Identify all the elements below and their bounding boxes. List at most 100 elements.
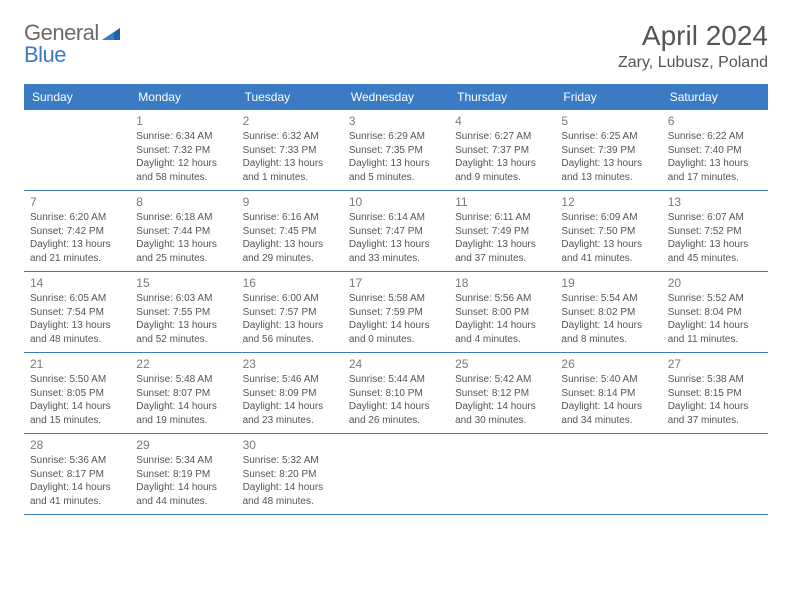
day-cell: 30 Sunrise: 5:32 AMSunset: 8:20 PMDayligh…: [237, 434, 343, 514]
day-number: 27: [668, 357, 762, 371]
sunrise-text: Sunrise: 5:44 AM: [349, 373, 443, 387]
day-header-wednesday: Wednesday: [343, 84, 449, 110]
sunset-text: Sunset: 7:40 PM: [668, 144, 762, 158]
day-header-saturday: Saturday: [662, 84, 768, 110]
day-number: 3: [349, 114, 443, 128]
day-info: Sunrise: 5:32 AMSunset: 8:20 PMDaylight:…: [243, 454, 337, 508]
title-block: April 2024 Zary, Lubusz, Poland: [618, 20, 768, 72]
day-cell: 23Sunrise: 5:46 AMSunset: 8:09 PMDayligh…: [237, 353, 343, 433]
daylight-text: Daylight: 13 hours and 52 minutes.: [136, 319, 230, 346]
sunset-text: Sunset: 8:15 PM: [668, 387, 762, 401]
day-header-tuesday: Tuesday: [237, 84, 343, 110]
sunrise-text: Sunrise: 5:36 AM: [30, 454, 124, 468]
day-info: Sunrise: 5:36 AMSunset: 8:17 PMDaylight:…: [30, 454, 124, 508]
day-info: Sunrise: 6:22 AMSunset: 7:40 PMDaylight:…: [668, 130, 762, 184]
sunrise-text: Sunrise: 6:07 AM: [668, 211, 762, 225]
daylight-text: Daylight: 14 hours and 48 minutes.: [243, 481, 337, 508]
daylight-text: Daylight: 14 hours and 30 minutes.: [455, 400, 549, 427]
day-number: 5: [561, 114, 655, 128]
day-cell: [24, 110, 130, 190]
sunset-text: Sunset: 7:45 PM: [243, 225, 337, 239]
sunset-text: Sunset: 7:54 PM: [30, 306, 124, 320]
day-cell: 9 Sunrise: 6:16 AMSunset: 7:45 PMDaylight…: [237, 191, 343, 271]
day-number: 1: [136, 114, 230, 128]
week-row: 1 Sunrise: 6:34 AMSunset: 7:32 PMDaylight…: [24, 110, 768, 191]
day-header-friday: Friday: [555, 84, 661, 110]
day-cell: 21Sunrise: 5:50 AMSunset: 8:05 PMDayligh…: [24, 353, 130, 433]
sunrise-text: Sunrise: 6:00 AM: [243, 292, 337, 306]
day-number: 19: [561, 276, 655, 290]
day-cell: 19Sunrise: 5:54 AMSunset: 8:02 PMDayligh…: [555, 272, 661, 352]
day-number: 13: [668, 195, 762, 209]
sunset-text: Sunset: 7:39 PM: [561, 144, 655, 158]
day-info: Sunrise: 6:11 AMSunset: 7:49 PMDaylight:…: [455, 211, 549, 265]
sunset-text: Sunset: 8:09 PM: [243, 387, 337, 401]
day-cell: 6 Sunrise: 6:22 AMSunset: 7:40 PMDaylight…: [662, 110, 768, 190]
daylight-text: Daylight: 13 hours and 5 minutes.: [349, 157, 443, 184]
weeks-container: 1 Sunrise: 6:34 AMSunset: 7:32 PMDaylight…: [24, 110, 768, 515]
day-info: Sunrise: 6:09 AMSunset: 7:50 PMDaylight:…: [561, 211, 655, 265]
day-number: 22: [136, 357, 230, 371]
sunrise-text: Sunrise: 6:20 AM: [30, 211, 124, 225]
day-info: Sunrise: 5:48 AMSunset: 8:07 PMDaylight:…: [136, 373, 230, 427]
day-cell: 17Sunrise: 5:58 AMSunset: 7:59 PMDayligh…: [343, 272, 449, 352]
day-info: Sunrise: 5:58 AMSunset: 7:59 PMDaylight:…: [349, 292, 443, 346]
day-info: Sunrise: 6:20 AMSunset: 7:42 PMDaylight:…: [30, 211, 124, 265]
day-info: Sunrise: 5:44 AMSunset: 8:10 PMDaylight:…: [349, 373, 443, 427]
day-info: Sunrise: 6:34 AMSunset: 7:32 PMDaylight:…: [136, 130, 230, 184]
sunset-text: Sunset: 8:00 PM: [455, 306, 549, 320]
sunrise-text: Sunrise: 6:16 AM: [243, 211, 337, 225]
daylight-text: Daylight: 13 hours and 13 minutes.: [561, 157, 655, 184]
location-text: Zary, Lubusz, Poland: [618, 54, 768, 72]
sunrise-text: Sunrise: 6:25 AM: [561, 130, 655, 144]
day-cell: 13Sunrise: 6:07 AMSunset: 7:52 PMDayligh…: [662, 191, 768, 271]
day-number: 25: [455, 357, 549, 371]
day-cell: 28Sunrise: 5:36 AMSunset: 8:17 PMDayligh…: [24, 434, 130, 514]
daylight-text: Daylight: 13 hours and 48 minutes.: [30, 319, 124, 346]
sunrise-text: Sunrise: 5:58 AM: [349, 292, 443, 306]
day-cell: 2Sunrise: 6:32 AMSunset: 7:33 PMDaylight…: [237, 110, 343, 190]
daylight-text: Daylight: 14 hours and 34 minutes.: [561, 400, 655, 427]
day-info: Sunrise: 6:27 AMSunset: 7:37 PMDaylight:…: [455, 130, 549, 184]
daylight-text: Daylight: 14 hours and 8 minutes.: [561, 319, 655, 346]
sunrise-text: Sunrise: 6:18 AM: [136, 211, 230, 225]
day-number: 10: [349, 195, 443, 209]
week-row: 28Sunrise: 5:36 AMSunset: 8:17 PMDayligh…: [24, 434, 768, 515]
sunrise-text: Sunrise: 5:50 AM: [30, 373, 124, 387]
sunset-text: Sunset: 8:05 PM: [30, 387, 124, 401]
sunset-text: Sunset: 7:49 PM: [455, 225, 549, 239]
sunset-text: Sunset: 7:55 PM: [136, 306, 230, 320]
daylight-text: Daylight: 13 hours and 25 minutes.: [136, 238, 230, 265]
day-number: 18: [455, 276, 549, 290]
day-cell: 1 Sunrise: 6:34 AMSunset: 7:32 PMDaylight…: [130, 110, 236, 190]
day-info: Sunrise: 6:14 AMSunset: 7:47 PMDaylight:…: [349, 211, 443, 265]
week-row: 14Sunrise: 6:05 AMSunset: 7:54 PMDayligh…: [24, 272, 768, 353]
day-number: 30: [243, 438, 337, 452]
sunrise-text: Sunrise: 6:09 AM: [561, 211, 655, 225]
daylight-text: Daylight: 13 hours and 29 minutes.: [243, 238, 337, 265]
sunrise-text: Sunrise: 5:32 AM: [243, 454, 337, 468]
sunset-text: Sunset: 8:04 PM: [668, 306, 762, 320]
day-cell: [662, 434, 768, 514]
sunrise-text: Sunrise: 6:22 AM: [668, 130, 762, 144]
daylight-text: Daylight: 13 hours and 56 minutes.: [243, 319, 337, 346]
day-info: Sunrise: 5:50 AMSunset: 8:05 PMDaylight:…: [30, 373, 124, 427]
sunrise-text: Sunrise: 6:32 AM: [243, 130, 337, 144]
day-info: Sunrise: 6:32 AMSunset: 7:33 PMDaylight:…: [243, 130, 337, 184]
day-info: Sunrise: 6:00 AMSunset: 7:57 PMDaylight:…: [243, 292, 337, 346]
daylight-text: Daylight: 12 hours and 58 minutes.: [136, 157, 230, 184]
sunset-text: Sunset: 7:35 PM: [349, 144, 443, 158]
week-row: 7Sunrise: 6:20 AMSunset: 7:42 PMDaylight…: [24, 191, 768, 272]
day-number: 9: [243, 195, 337, 209]
daylight-text: Daylight: 13 hours and 21 minutes.: [30, 238, 124, 265]
day-number: 6: [668, 114, 762, 128]
day-info: Sunrise: 6:18 AMSunset: 7:44 PMDaylight:…: [136, 211, 230, 265]
calendar: SundayMondayTuesdayWednesdayThursdayFrid…: [24, 84, 768, 515]
day-header-sunday: Sunday: [24, 84, 130, 110]
daylight-text: Daylight: 14 hours and 4 minutes.: [455, 319, 549, 346]
sunset-text: Sunset: 7:44 PM: [136, 225, 230, 239]
day-cell: 22 Sunrise: 5:48 AMSunset: 8:07 PMDayligh…: [130, 353, 236, 433]
daylight-text: Daylight: 14 hours and 15 minutes.: [30, 400, 124, 427]
sunrise-text: Sunrise: 6:34 AM: [136, 130, 230, 144]
daylight-text: Daylight: 14 hours and 0 minutes.: [349, 319, 443, 346]
